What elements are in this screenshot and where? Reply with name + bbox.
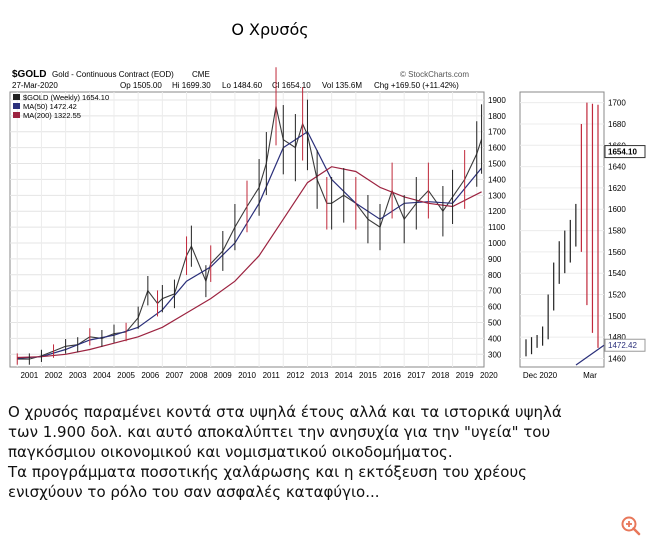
close-label: Cl 1654.10 xyxy=(272,81,311,90)
x-tick-label: 2013 xyxy=(311,371,329,380)
y-tick-label: 1200 xyxy=(488,207,506,216)
x-tick-label: 2009 xyxy=(214,371,232,380)
detail-y-tick-label: 1700 xyxy=(608,99,626,108)
y-tick-label: 1400 xyxy=(488,175,506,184)
detail-y-tick-label: 1680 xyxy=(608,120,626,129)
detail-y-tick-label: 1460 xyxy=(608,354,626,363)
y-tick-label: 1800 xyxy=(488,112,506,121)
volume-label: Vol 135.6M xyxy=(322,81,362,90)
x-tick-label: 2012 xyxy=(286,371,304,380)
detail-y-tick-label: 1620 xyxy=(608,184,626,193)
legend-entry: $GOLD (Weekly) 1654.10 xyxy=(23,93,109,102)
x-tick-label: 2007 xyxy=(166,371,184,380)
y-tick-label: 1300 xyxy=(488,191,506,200)
series-line-ma200 xyxy=(17,166,482,359)
detail-chart-frame xyxy=(519,91,605,368)
y-tick-label: 600 xyxy=(488,303,502,312)
x-tick-label: 2004 xyxy=(93,371,111,380)
y-tick-label: 700 xyxy=(488,287,502,296)
y-tick-label: 1000 xyxy=(488,239,506,248)
x-tick-label: 2017 xyxy=(407,371,425,380)
high-label: Hi 1699.30 xyxy=(172,81,211,90)
x-tick-label: 2011 xyxy=(263,371,281,380)
detail-ma50-line xyxy=(575,344,605,366)
symbol-label: $GOLD xyxy=(12,69,46,80)
exchange-label: CME xyxy=(192,70,210,79)
low-label: Lo 1484.60 xyxy=(222,81,263,90)
y-tick-label: 500 xyxy=(488,318,502,327)
y-tick-label: 1600 xyxy=(488,144,506,153)
caption: Ο χρυσός παραμένει κοντά στα υψηλά έτους… xyxy=(8,402,638,502)
last-price-box xyxy=(604,145,646,159)
detail-x-tick-label: Dec 2020 xyxy=(523,371,558,380)
detail-y-tick-label: 1480 xyxy=(608,333,626,342)
main-tick-labels: 300 400 500 600 700 800 900 1000 1100 1200 1300 140… xyxy=(20,96,506,380)
y-tick-label: 1500 xyxy=(488,160,506,169)
detail-y-tick-label: 1640 xyxy=(608,163,626,172)
source-label: © StockCharts.com xyxy=(400,70,469,79)
detail-y-tick-label: 1560 xyxy=(608,248,626,257)
zoom-in-button[interactable] xyxy=(620,515,642,537)
change-label: Chg +169.50 (+11.42%) xyxy=(374,81,459,90)
y-tick-label: 900 xyxy=(488,255,502,264)
detail-y-tick-label: 1600 xyxy=(608,205,626,214)
y-tick-label: 300 xyxy=(488,350,502,359)
y-tick-label: 1900 xyxy=(488,96,506,105)
chart-figure: $GOLD Gold - Continuous Contract (EOD) C… xyxy=(9,67,646,380)
x-tick-label: 2010 xyxy=(238,371,256,380)
detail-y-tick-label: 1500 xyxy=(608,312,626,321)
legend-swatch xyxy=(13,103,20,109)
x-tick-label: 2001 xyxy=(20,371,38,380)
x-tick-label: 2002 xyxy=(45,371,63,380)
ma50-box xyxy=(604,338,646,352)
caption-line: ενισχύουν το ρόλο του σαν ασφαλές καταφύ… xyxy=(8,483,380,501)
x-tick-label: 2014 xyxy=(335,371,353,380)
y-tick-label: 400 xyxy=(488,334,502,343)
detail-x-tick-label: Mar xyxy=(583,371,597,380)
date-label: 27-Mar-2020 xyxy=(12,81,58,90)
y-tick-label: 800 xyxy=(488,271,502,280)
legend-swatch xyxy=(13,112,20,118)
detail-marks: 1654.10 1472.42 Dec 2020 Mar xyxy=(523,102,646,380)
page-title: Ο Χρυσός xyxy=(231,20,309,39)
detail-grid: 1460 1480 1500 1520 1540 1560 1580 1600 1620 1640… xyxy=(520,99,626,363)
caption-line: παγκόσμιου οικονομικού και νομισματικού … xyxy=(8,443,453,461)
open-label: Op 1505.00 xyxy=(120,81,162,90)
y-tick-label: 1100 xyxy=(488,223,506,232)
main-series xyxy=(16,67,483,365)
detail-y-tick-label: 1580 xyxy=(608,227,626,236)
x-tick-label: 2015 xyxy=(359,371,377,380)
y-tick-label: 1700 xyxy=(488,128,506,137)
x-tick-label: 2016 xyxy=(383,371,401,380)
legend-entry: MA(200) 1322.55 xyxy=(23,111,81,120)
x-tick-label: 2003 xyxy=(69,371,87,380)
symbol-name: Gold - Continuous Contract (EOD) xyxy=(52,70,174,79)
x-tick-label: 2005 xyxy=(117,371,135,380)
caption-line: των 1.900 δολ. και αυτό αποκαλύπτει την … xyxy=(8,423,551,441)
legend-entry: MA(50) 1472.42 xyxy=(23,102,77,111)
ma50-value-label: 1472.42 xyxy=(608,341,637,350)
x-tick-label: 2019 xyxy=(456,371,474,380)
detail-y-tick-label: 1520 xyxy=(608,291,626,300)
last-price-label: 1654.10 xyxy=(608,148,637,157)
x-tick-label: 2006 xyxy=(141,371,159,380)
x-tick-label: 2008 xyxy=(190,371,208,380)
caption-line: Ο χρυσός παραμένει κοντά στα υψηλά έτους… xyxy=(8,403,562,421)
x-tick-label: 2018 xyxy=(432,371,450,380)
x-tick-label: 2020 xyxy=(480,371,498,380)
caption-line: Τα προγράμματα ποσοτικής χαλάρωσης και η… xyxy=(8,463,527,481)
detail-y-tick-label: 1540 xyxy=(608,269,626,278)
zoom-in-icon xyxy=(621,516,641,536)
legend-swatch xyxy=(13,94,20,100)
